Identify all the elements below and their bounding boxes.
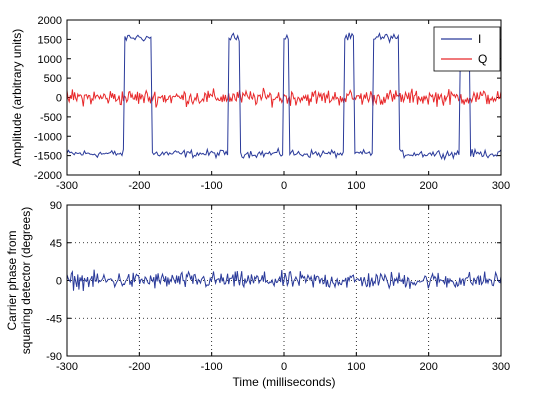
y-tick-label: 90 <box>50 200 62 212</box>
y-tick-label: 1000 <box>38 54 62 66</box>
x-tick-label: 100 <box>347 361 365 373</box>
y-tick-label: 1500 <box>38 34 62 46</box>
legend-box <box>433 26 501 72</box>
x-tick-label: -200 <box>128 180 150 192</box>
y-tick-label: 500 <box>44 73 62 85</box>
x-tick-label: 300 <box>492 180 510 192</box>
x-tick-label: 100 <box>347 180 365 192</box>
series-q-line <box>66 87 502 108</box>
x-axis-label: Time (milliseconds) <box>233 375 336 389</box>
y-tick-label: -45 <box>46 313 62 325</box>
y-tick-label: -90 <box>46 351 62 363</box>
x-tick-label: 300 <box>492 361 510 373</box>
x-tick-label: 200 <box>419 180 437 192</box>
y-tick-label: 45 <box>50 238 62 250</box>
y-tick-label: 0 <box>56 93 62 105</box>
y-tick-label: -2000 <box>34 170 62 182</box>
x-tick-label: -200 <box>128 361 150 373</box>
y-tick-label: -500 <box>40 112 62 124</box>
x-tick-label: -300 <box>56 180 78 192</box>
plot-frame <box>66 19 502 176</box>
x-tick-label: -100 <box>201 180 223 192</box>
x-tick-label: 200 <box>419 361 437 373</box>
y-axis-label-line2: squaring detector (degrees) <box>19 207 33 354</box>
y-tick-label: -1000 <box>34 131 62 143</box>
y-tick-label: 2000 <box>38 15 62 27</box>
x-tick-label: -300 <box>56 361 78 373</box>
y-tick-label: 0 <box>56 276 62 288</box>
plot-frame <box>66 204 502 357</box>
amplitude-plot: -300 -200 -100 0 100 200 300-2000-1500-1000-50… <box>10 15 510 192</box>
x-tick-label: 0 <box>281 361 287 373</box>
legend-label-i: I <box>478 32 481 46</box>
series-phase-line <box>66 269 502 292</box>
legend: IQ <box>433 26 501 72</box>
y-tick-label: -1500 <box>34 151 62 163</box>
y-axis-label: Amplitude (arbitrary units) <box>10 29 24 166</box>
y-axis-label-line1: Carrier phase from <box>5 230 19 330</box>
series-i-line <box>66 32 502 161</box>
x-tick-label: 0 <box>281 180 287 192</box>
x-tick-label: -100 <box>201 361 223 373</box>
phase-plot: -300 -200 -100 0 100 200 300 -90 -45 0 45 90 Carrier… <box>5 200 510 389</box>
legend-label-q: Q <box>478 52 487 66</box>
